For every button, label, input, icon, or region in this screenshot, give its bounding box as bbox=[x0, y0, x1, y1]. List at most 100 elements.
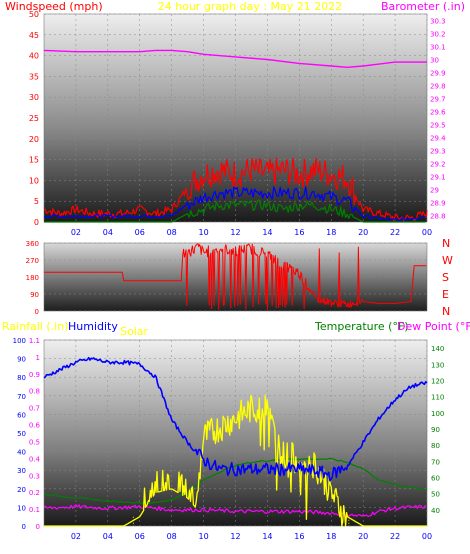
hour-tick: 10 bbox=[198, 532, 208, 541]
rain-y-tick: 0.9 bbox=[29, 371, 40, 379]
wind-y-tick: 25 bbox=[29, 114, 39, 123]
temperature-y-tick: 50 bbox=[431, 491, 440, 499]
hour-tick: 20 bbox=[358, 228, 368, 237]
hour-tick: 12 bbox=[230, 532, 240, 541]
dewpoint-label: Dew Point (°F) bbox=[397, 320, 470, 333]
dewpoint-line bbox=[43, 504, 426, 518]
humidity-y-tick: 0 bbox=[22, 523, 26, 531]
panel-wind-hour-ticks: 02 04 06 08 10 12 14 16 18 20 22 00 bbox=[71, 228, 432, 237]
humidity-y-tick: 30 bbox=[17, 467, 26, 475]
solar-line bbox=[44, 394, 427, 527]
hour-tick: 22 bbox=[390, 228, 400, 237]
rain-y-tick: 0.8 bbox=[29, 388, 40, 396]
rain-y-tick: 0.1 bbox=[29, 506, 40, 514]
temperature-y-tick: 70 bbox=[431, 458, 440, 466]
hour-tick: 12 bbox=[230, 228, 240, 237]
temperature-y-tick: 120 bbox=[431, 377, 444, 385]
average-wind-line bbox=[43, 186, 426, 222]
wind-y-tick: 10 bbox=[29, 176, 39, 185]
wind-y-tick: 45 bbox=[29, 31, 39, 40]
temperature-label: Temperature (°F) bbox=[314, 320, 409, 333]
hour-tick: 00 bbox=[422, 228, 432, 237]
barometer-y-tick: 29.9 bbox=[430, 70, 446, 78]
humidity-y-tick: 40 bbox=[17, 449, 26, 457]
humidity-y-tick: 50 bbox=[17, 430, 26, 438]
barometer-y-tick: 29.2 bbox=[430, 161, 446, 169]
panel-humidity-hour-ticks: 02 04 06 08 10 12 14 16 18 20 22 00 bbox=[71, 532, 432, 541]
barometer-y-tick: 30 bbox=[430, 57, 439, 65]
direction-y-tick: 0 bbox=[35, 308, 39, 316]
hour-tick: 18 bbox=[326, 228, 336, 237]
hour-tick: 18 bbox=[326, 532, 336, 541]
hour-tick: 04 bbox=[103, 532, 113, 541]
humidity-y-tick: 80 bbox=[17, 374, 26, 382]
hour-tick: 14 bbox=[262, 228, 272, 237]
humidity-label: Humidity bbox=[68, 320, 118, 333]
wind-y-tick: 20 bbox=[29, 135, 39, 144]
wind-y-tick: 15 bbox=[29, 156, 39, 165]
barometer-y-tick: 29.6 bbox=[430, 109, 446, 117]
barometer-y-tick: 29 bbox=[430, 187, 439, 195]
barometer-y-tick: 28.8 bbox=[430, 213, 446, 221]
wind-y-tick: 50 bbox=[29, 10, 39, 19]
panel-direction-series bbox=[44, 243, 427, 311]
humidity-y-tick: 90 bbox=[17, 356, 26, 364]
wind-y-tick: 5 bbox=[34, 197, 39, 206]
hour-tick: 22 bbox=[390, 532, 400, 541]
rain-y-tick: 0.7 bbox=[29, 405, 40, 413]
windspeed-label: Windspeed (mph) bbox=[5, 0, 103, 13]
humidity-y-tick: 60 bbox=[17, 411, 26, 419]
compass-label: E bbox=[442, 288, 449, 301]
panel-humidity-axes: 0 10 20 30 40 50 60 70 80 90 100 0 0.1 0.2 0.3 0.4 0.5 0.… bbox=[13, 337, 445, 531]
hour-tick: 02 bbox=[71, 228, 81, 237]
barometer-y-tick: 30.3 bbox=[430, 18, 446, 26]
panel-humidity-series bbox=[43, 356, 428, 527]
temperature-y-tick: 100 bbox=[431, 410, 444, 418]
panel-humidity-grid bbox=[44, 339, 428, 527]
barometer-y-tick: 29.7 bbox=[430, 96, 446, 104]
hour-tick: 06 bbox=[135, 228, 145, 237]
hour-tick: 10 bbox=[198, 228, 208, 237]
barometer-y-tick: 28.9 bbox=[430, 200, 446, 208]
low-wind-line bbox=[44, 199, 426, 223]
rain-y-tick: 0.5 bbox=[29, 438, 40, 446]
rain-y-tick: 0.3 bbox=[29, 472, 40, 480]
barometer-y-tick: 29.5 bbox=[430, 122, 446, 130]
barometer-y-tick: 29.4 bbox=[430, 135, 446, 143]
direction-y-tick: 90 bbox=[30, 291, 39, 299]
hour-tick: 20 bbox=[358, 532, 368, 541]
direction-y-tick: 360 bbox=[26, 240, 39, 248]
hour-tick: 14 bbox=[262, 532, 272, 541]
barometer-y-tick: 29.8 bbox=[430, 83, 446, 91]
barometer-label: Barometer (.in) bbox=[381, 0, 465, 13]
panel-wind-axes: 0 5 10 15 20 25 30 35 40 45 50 28.8 28.9 29 29.1 29.2 29… bbox=[29, 10, 446, 227]
temperature-y-tick: 110 bbox=[431, 394, 444, 402]
barometer-line bbox=[43, 49, 427, 69]
panel-wind-series bbox=[43, 49, 428, 223]
compass-label: N bbox=[442, 237, 450, 250]
compass-label: S bbox=[442, 271, 449, 284]
temperature-y-tick: 130 bbox=[431, 361, 444, 369]
wind-y-tick: 40 bbox=[29, 52, 39, 61]
wind-y-tick: 30 bbox=[29, 93, 39, 102]
humidity-y-tick: 70 bbox=[17, 393, 26, 401]
rain-y-tick: 1.1 bbox=[29, 337, 40, 345]
humidity-y-tick: 20 bbox=[17, 486, 26, 494]
solar-label: Solar bbox=[120, 325, 149, 338]
barometer-y-tick: 29.3 bbox=[430, 148, 446, 156]
wind-y-tick: 0 bbox=[34, 218, 39, 227]
rain-y-tick: 0.2 bbox=[29, 489, 40, 497]
rain-y-tick: 0 bbox=[36, 523, 40, 531]
wind-direction-line bbox=[44, 243, 427, 311]
temperature-line bbox=[43, 457, 428, 504]
hour-tick: 00 bbox=[422, 532, 432, 541]
direction-y-tick: 270 bbox=[26, 257, 39, 265]
compass-label: W bbox=[442, 254, 453, 267]
gust-line bbox=[43, 157, 428, 222]
temperature-y-tick: 90 bbox=[431, 426, 440, 434]
barometer-y-tick: 30.2 bbox=[430, 31, 446, 39]
temperature-y-tick: 60 bbox=[431, 474, 440, 482]
hour-tick: 02 bbox=[71, 532, 81, 541]
